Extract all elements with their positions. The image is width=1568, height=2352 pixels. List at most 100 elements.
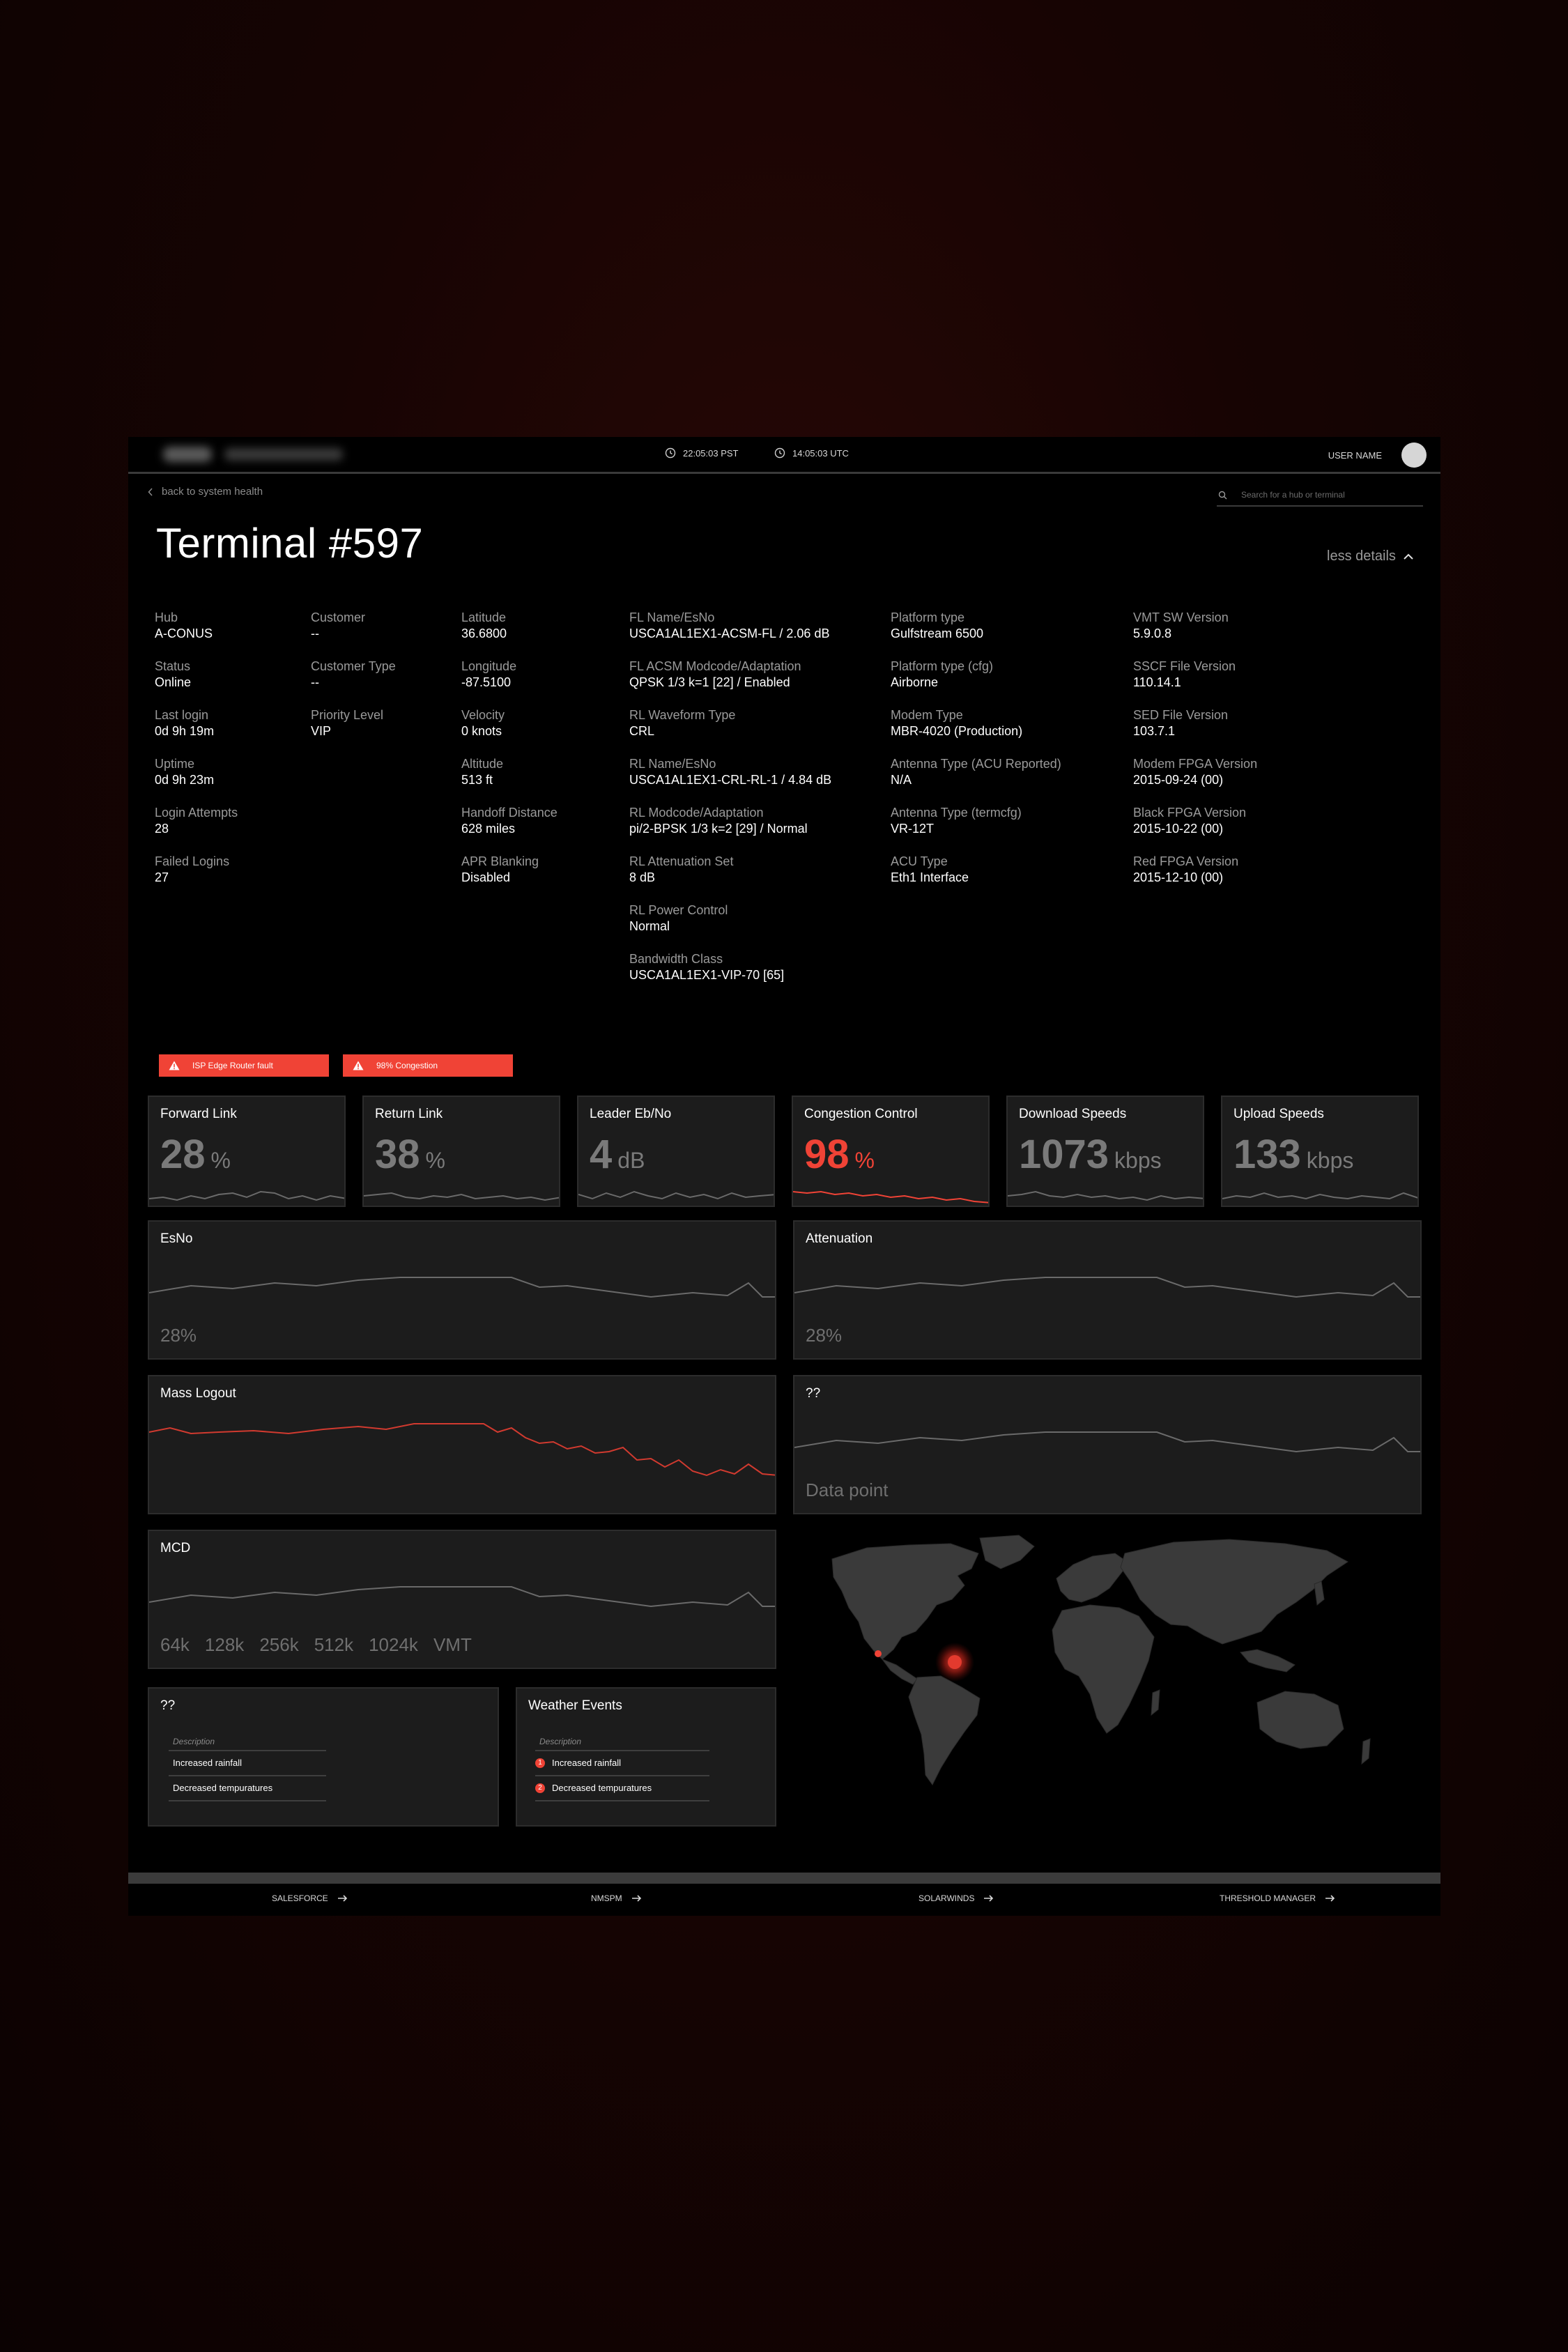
detail-item: Handoff Distance 628 miles bbox=[461, 805, 558, 854]
mcd-tick: 64k bbox=[160, 1634, 190, 1655]
arrow-right-icon bbox=[631, 1895, 641, 1902]
detail-label: Customer bbox=[311, 610, 366, 624]
table-row[interactable]: 2 Decreased tempuratures bbox=[535, 1776, 709, 1801]
detail-item: Platform type (cfg) Airborne bbox=[891, 659, 1061, 707]
back-link[interactable]: back to system health bbox=[148, 486, 263, 498]
attenuation-panel[interactable]: Attenuation 28% bbox=[793, 1220, 1422, 1360]
metric-title: Upload Speeds bbox=[1233, 1107, 1324, 1121]
chevron-left-icon bbox=[148, 487, 153, 496]
detail-item: SED File Version 103.7.1 bbox=[1133, 707, 1257, 756]
search-input[interactable] bbox=[1240, 489, 1410, 500]
detail-value: USCA1AL1EX1-VIP-70 [65] bbox=[629, 968, 785, 982]
alert-text: ISP Edge Router fault bbox=[192, 1061, 273, 1070]
detail-item: SSCF File Version 110.14.1 bbox=[1133, 659, 1257, 707]
mcd-panel[interactable]: MCD 64k 128k 256k 512k 1024k VMT bbox=[148, 1530, 776, 1669]
detail-label: Hub bbox=[155, 610, 178, 624]
mcd-scale: 64k 128k 256k 512k 1024k VMT bbox=[160, 1634, 472, 1656]
panel-title: MCD bbox=[160, 1541, 191, 1555]
mcd-tick: 1024k bbox=[369, 1634, 418, 1655]
metric-card-leader-ebno[interactable]: Leader Eb/No 4 dB bbox=[577, 1096, 775, 1207]
event-number-badge: 2 bbox=[535, 1783, 545, 1793]
panel-value: 28% bbox=[806, 1325, 843, 1346]
metric-card-download-speeds[interactable]: Download Speeds 1073 kbps bbox=[1006, 1096, 1204, 1207]
detail-value: 28 bbox=[155, 822, 169, 836]
table-header: Description bbox=[169, 1733, 326, 1751]
continent-madagascar bbox=[1151, 1689, 1160, 1716]
esno-panel[interactable]: EsNo 28% bbox=[148, 1220, 776, 1360]
detail-label: Altitude bbox=[461, 757, 504, 771]
unknown-events-panel[interactable]: ?? Description Increased rainfall Decrea… bbox=[148, 1687, 499, 1827]
alert-badge[interactable]: 98% Congestion bbox=[343, 1054, 513, 1077]
metric-number: 98 bbox=[804, 1132, 850, 1177]
weather-table: Description 1 Increased rainfall 2 Decreas… bbox=[535, 1733, 709, 1801]
arrow-right-icon bbox=[1325, 1895, 1335, 1902]
metric-number: 38 bbox=[375, 1132, 420, 1177]
detail-item: RL Name/EsNo USCA1AL1EX1-CRL-RL-1 / 4.84 … bbox=[629, 756, 831, 805]
table-row[interactable]: 1 Increased rainfall bbox=[535, 1751, 709, 1776]
weather-events-panel[interactable]: Weather Events Description 1 Increased ra… bbox=[516, 1687, 776, 1827]
events-table: Description Increased rainfall Decreased… bbox=[169, 1733, 326, 1801]
metric-value: 133 kbps bbox=[1233, 1132, 1353, 1183]
clock-icon bbox=[665, 447, 676, 459]
event-number-badge: 1 bbox=[535, 1758, 545, 1768]
footer-link-label: NMSPM bbox=[591, 1893, 622, 1903]
detail-item: Last login 0d 9h 19m bbox=[155, 707, 238, 756]
metric-card-return-link[interactable]: Return Link 38% bbox=[362, 1096, 560, 1207]
arrow-right-icon bbox=[337, 1895, 347, 1902]
detail-value: MBR-4020 (Production) bbox=[891, 724, 1023, 738]
detail-label: Velocity bbox=[461, 708, 505, 722]
less-details-toggle[interactable]: less details bbox=[1327, 548, 1414, 564]
detail-label: Bandwidth Class bbox=[629, 952, 723, 966]
detail-value: Eth1 Interface bbox=[891, 870, 969, 884]
map-marker-small[interactable] bbox=[875, 1650, 882, 1657]
detail-item: Antenna Type (ACU Reported) N/A bbox=[891, 756, 1061, 805]
back-link-label: back to system health bbox=[162, 486, 263, 498]
detail-value: 513 ft bbox=[461, 773, 493, 787]
detail-value: 2015-12-10 (00) bbox=[1133, 870, 1224, 884]
alert-badge[interactable]: ISP Edge Router fault bbox=[159, 1054, 329, 1077]
footer-link-threshold-manager[interactable]: THRESHOLD MANAGER bbox=[1220, 1893, 1335, 1903]
map-marker-terminal[interactable] bbox=[948, 1655, 962, 1669]
metric-card-forward-link[interactable]: Forward Link 28% bbox=[148, 1096, 346, 1207]
details-column-5: Platform type Gulfstream 6500 Platform ty… bbox=[891, 610, 1061, 902]
detail-label: RL Attenuation Set bbox=[629, 854, 734, 868]
detail-item: ACU Type Eth1 Interface bbox=[891, 854, 1061, 902]
details-column-6: VMT SW Version 5.9.0.8 SSCF File Version 1… bbox=[1133, 610, 1257, 902]
details-column-1: Hub A-CONUS Status Online Last login 0d 9h … bbox=[155, 610, 238, 902]
detail-value: VIP bbox=[311, 724, 332, 738]
detail-value: Gulfstream 6500 bbox=[891, 627, 984, 640]
metric-card-upload-speeds[interactable]: Upload Speeds 133 kbps bbox=[1221, 1096, 1419, 1207]
avatar[interactable] bbox=[1401, 443, 1427, 468]
footer-link-salesforce[interactable]: SALESFORCE bbox=[272, 1893, 348, 1903]
metric-card-congestion-control[interactable]: Congestion Control 98% bbox=[792, 1096, 990, 1207]
continent-north-america bbox=[831, 1543, 979, 1660]
footer-link-solarwinds[interactable]: SOLARWINDS bbox=[918, 1893, 994, 1903]
footer-links: SALESFORCE NMSPM SOLARWINDS THRESHOLD MA… bbox=[128, 1893, 1440, 1916]
detail-label: Priority Level bbox=[311, 708, 384, 722]
world-map[interactable] bbox=[797, 1532, 1411, 1800]
footer-link-label: THRESHOLD MANAGER bbox=[1220, 1893, 1316, 1903]
detail-value: 103.7.1 bbox=[1133, 724, 1176, 738]
detail-value: USCA1AL1EX1-ACSM-FL / 2.06 dB bbox=[629, 627, 830, 640]
mass-logout-panel[interactable]: Mass Logout bbox=[148, 1375, 776, 1514]
mcd-tick: 128k bbox=[204, 1634, 245, 1655]
details-column-4: FL Name/EsNo USCA1AL1EX1-ACSM-FL / 2.06 d… bbox=[629, 610, 831, 1000]
detail-item: FL Name/EsNo USCA1AL1EX1-ACSM-FL / 2.06 d… bbox=[629, 610, 831, 659]
detail-value: 8 dB bbox=[629, 870, 656, 884]
unknown-line bbox=[794, 1431, 1420, 1453]
search-box[interactable] bbox=[1217, 484, 1423, 507]
table-row[interactable]: Decreased tempuratures bbox=[169, 1776, 326, 1801]
detail-value: USCA1AL1EX1-CRL-RL-1 / 4.84 dB bbox=[629, 773, 832, 787]
table-row[interactable]: Increased rainfall bbox=[169, 1751, 326, 1776]
unknown-panel[interactable]: ?? Data point bbox=[793, 1375, 1422, 1514]
sparkline bbox=[578, 1190, 774, 1200]
detail-item: Black FPGA Version 2015-10-22 (00) bbox=[1133, 805, 1257, 854]
detail-label: Failed Logins bbox=[155, 854, 230, 868]
user-menu[interactable]: USER NAME bbox=[1328, 443, 1427, 468]
mcd-line bbox=[149, 1586, 775, 1608]
detail-item: Login Attempts 28 bbox=[155, 805, 238, 854]
detail-value: -- bbox=[311, 675, 319, 689]
chevron-up-icon bbox=[1404, 553, 1413, 560]
detail-item: VMT SW Version 5.9.0.8 bbox=[1133, 610, 1257, 659]
footer-link-nmspm[interactable]: NMSPM bbox=[591, 1893, 642, 1903]
